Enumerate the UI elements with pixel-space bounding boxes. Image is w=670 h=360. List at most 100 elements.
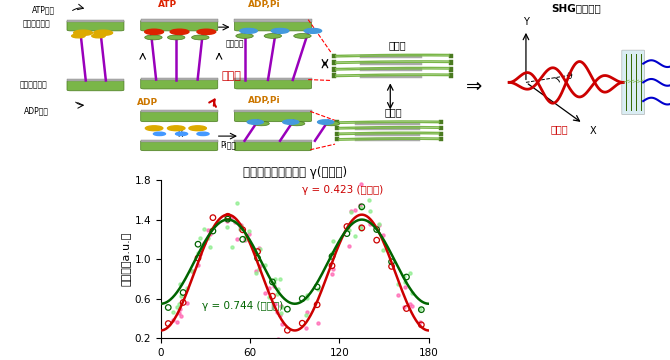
Circle shape <box>264 33 281 39</box>
Point <box>235 223 246 229</box>
Point <box>269 280 280 286</box>
Point <box>407 290 417 296</box>
Point <box>346 209 356 215</box>
Title: 筋活性を表す指標， γ(ガンマ): 筋活性を表す指標， γ(ガンマ) <box>243 166 347 179</box>
Circle shape <box>189 126 206 131</box>
Circle shape <box>304 28 322 33</box>
Point <box>269 301 280 307</box>
Point <box>174 310 184 316</box>
Point <box>203 227 214 233</box>
Point <box>263 294 274 300</box>
Point <box>302 294 312 300</box>
Point <box>255 264 265 269</box>
Point <box>355 224 366 229</box>
Text: 加水分解: 加水分解 <box>225 39 244 48</box>
Circle shape <box>92 34 105 38</box>
Text: γ = 0.744 (収縮時): γ = 0.744 (収縮時) <box>202 301 283 311</box>
Y-axis label: 光強度（a.u.）: 光強度（a.u.） <box>122 232 132 287</box>
Point <box>192 262 203 268</box>
Point <box>356 204 367 210</box>
Bar <box>335 126 339 130</box>
Point <box>327 266 338 272</box>
Point <box>355 206 366 211</box>
Bar <box>449 54 453 58</box>
Point <box>275 276 285 282</box>
Point <box>399 279 410 285</box>
Point <box>327 271 338 277</box>
Point <box>312 284 322 290</box>
Point <box>237 237 248 242</box>
Point <box>252 249 263 255</box>
Point <box>244 231 255 237</box>
Circle shape <box>74 30 92 35</box>
Point <box>237 227 248 233</box>
Text: ミオシン繊維: ミオシン繊維 <box>19 81 48 90</box>
Point <box>222 213 233 219</box>
Point <box>176 313 187 319</box>
Text: Pi放出: Pi放出 <box>220 140 236 149</box>
Point <box>327 250 338 256</box>
Point <box>204 244 215 250</box>
Point <box>393 292 403 297</box>
Text: 力発生: 力発生 <box>221 71 241 81</box>
Bar <box>332 60 336 65</box>
FancyBboxPatch shape <box>141 111 218 122</box>
Point <box>232 236 243 242</box>
Circle shape <box>197 132 209 135</box>
Point <box>235 226 246 232</box>
Circle shape <box>168 126 185 131</box>
Point <box>269 283 280 288</box>
Point <box>313 320 324 326</box>
Point <box>271 309 282 315</box>
Text: アクチン繊維: アクチン繊維 <box>23 20 51 29</box>
Point <box>241 235 251 241</box>
FancyBboxPatch shape <box>622 50 645 114</box>
Bar <box>67 79 124 81</box>
Point <box>236 223 247 229</box>
Point <box>327 253 338 259</box>
Point <box>187 268 198 274</box>
Point <box>192 250 203 256</box>
Point <box>300 312 311 318</box>
Text: 入射光: 入射光 <box>551 124 568 134</box>
Point <box>269 276 280 282</box>
Bar <box>332 54 336 58</box>
Point <box>297 296 308 301</box>
Bar <box>234 140 312 142</box>
Circle shape <box>289 121 305 126</box>
Point <box>313 286 324 292</box>
Point <box>172 319 182 325</box>
Point <box>193 255 204 261</box>
Circle shape <box>247 120 263 124</box>
Point <box>195 251 206 257</box>
Point <box>172 304 182 310</box>
Point <box>346 208 356 213</box>
Point <box>263 285 274 291</box>
Bar <box>141 140 218 142</box>
Point <box>182 300 192 306</box>
Point <box>221 225 232 230</box>
Point <box>416 307 427 312</box>
Point <box>187 268 198 274</box>
Text: 弛緩時: 弛緩時 <box>388 40 406 50</box>
Point <box>405 301 415 307</box>
Circle shape <box>145 35 162 40</box>
Text: ADP: ADP <box>137 98 158 107</box>
Circle shape <box>253 121 269 126</box>
Point <box>275 312 285 318</box>
Point <box>300 325 311 331</box>
Point <box>221 218 232 224</box>
Point <box>416 322 427 328</box>
Bar <box>449 60 453 65</box>
Bar <box>439 132 443 136</box>
Point <box>371 237 382 243</box>
Circle shape <box>192 35 209 40</box>
Point <box>343 227 354 233</box>
Point <box>178 300 188 305</box>
Circle shape <box>176 132 188 135</box>
Point <box>342 224 352 229</box>
Point <box>236 222 247 228</box>
Point <box>208 215 218 221</box>
Point <box>374 221 385 227</box>
Point <box>254 266 265 272</box>
